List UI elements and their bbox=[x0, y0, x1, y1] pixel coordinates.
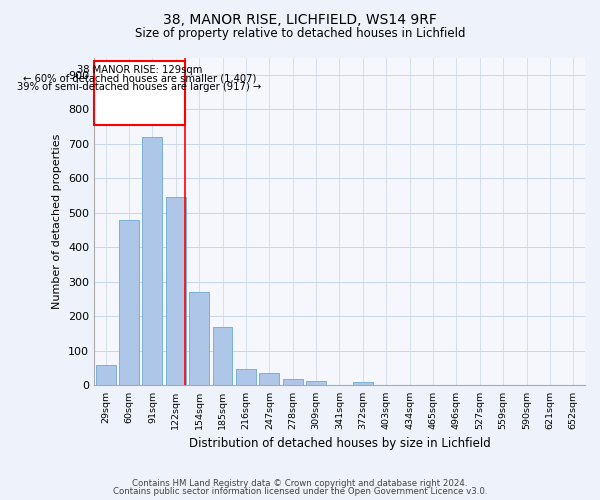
Text: ← 60% of detached houses are smaller (1,407): ← 60% of detached houses are smaller (1,… bbox=[23, 74, 256, 84]
Text: 39% of semi-detached houses are larger (917) →: 39% of semi-detached houses are larger (… bbox=[17, 82, 262, 92]
Text: 38 MANOR RISE: 129sqm: 38 MANOR RISE: 129sqm bbox=[77, 65, 202, 75]
Bar bbox=[119, 220, 139, 386]
Bar bbox=[166, 198, 186, 386]
Bar bbox=[212, 326, 232, 386]
Bar bbox=[189, 292, 209, 386]
Y-axis label: Number of detached properties: Number of detached properties bbox=[52, 134, 62, 309]
Text: Contains public sector information licensed under the Open Government Licence v3: Contains public sector information licen… bbox=[113, 487, 487, 496]
Bar bbox=[96, 364, 116, 386]
Text: Size of property relative to detached houses in Lichfield: Size of property relative to detached ho… bbox=[135, 28, 465, 40]
Bar bbox=[306, 380, 326, 386]
Bar bbox=[259, 374, 279, 386]
Bar bbox=[353, 382, 373, 386]
Bar bbox=[142, 137, 163, 386]
Bar bbox=[236, 369, 256, 386]
Text: 38, MANOR RISE, LICHFIELD, WS14 9RF: 38, MANOR RISE, LICHFIELD, WS14 9RF bbox=[163, 12, 437, 26]
X-axis label: Distribution of detached houses by size in Lichfield: Distribution of detached houses by size … bbox=[188, 437, 490, 450]
Bar bbox=[283, 379, 302, 386]
Bar bbox=[94, 61, 185, 125]
Text: Contains HM Land Registry data © Crown copyright and database right 2024.: Contains HM Land Registry data © Crown c… bbox=[132, 478, 468, 488]
